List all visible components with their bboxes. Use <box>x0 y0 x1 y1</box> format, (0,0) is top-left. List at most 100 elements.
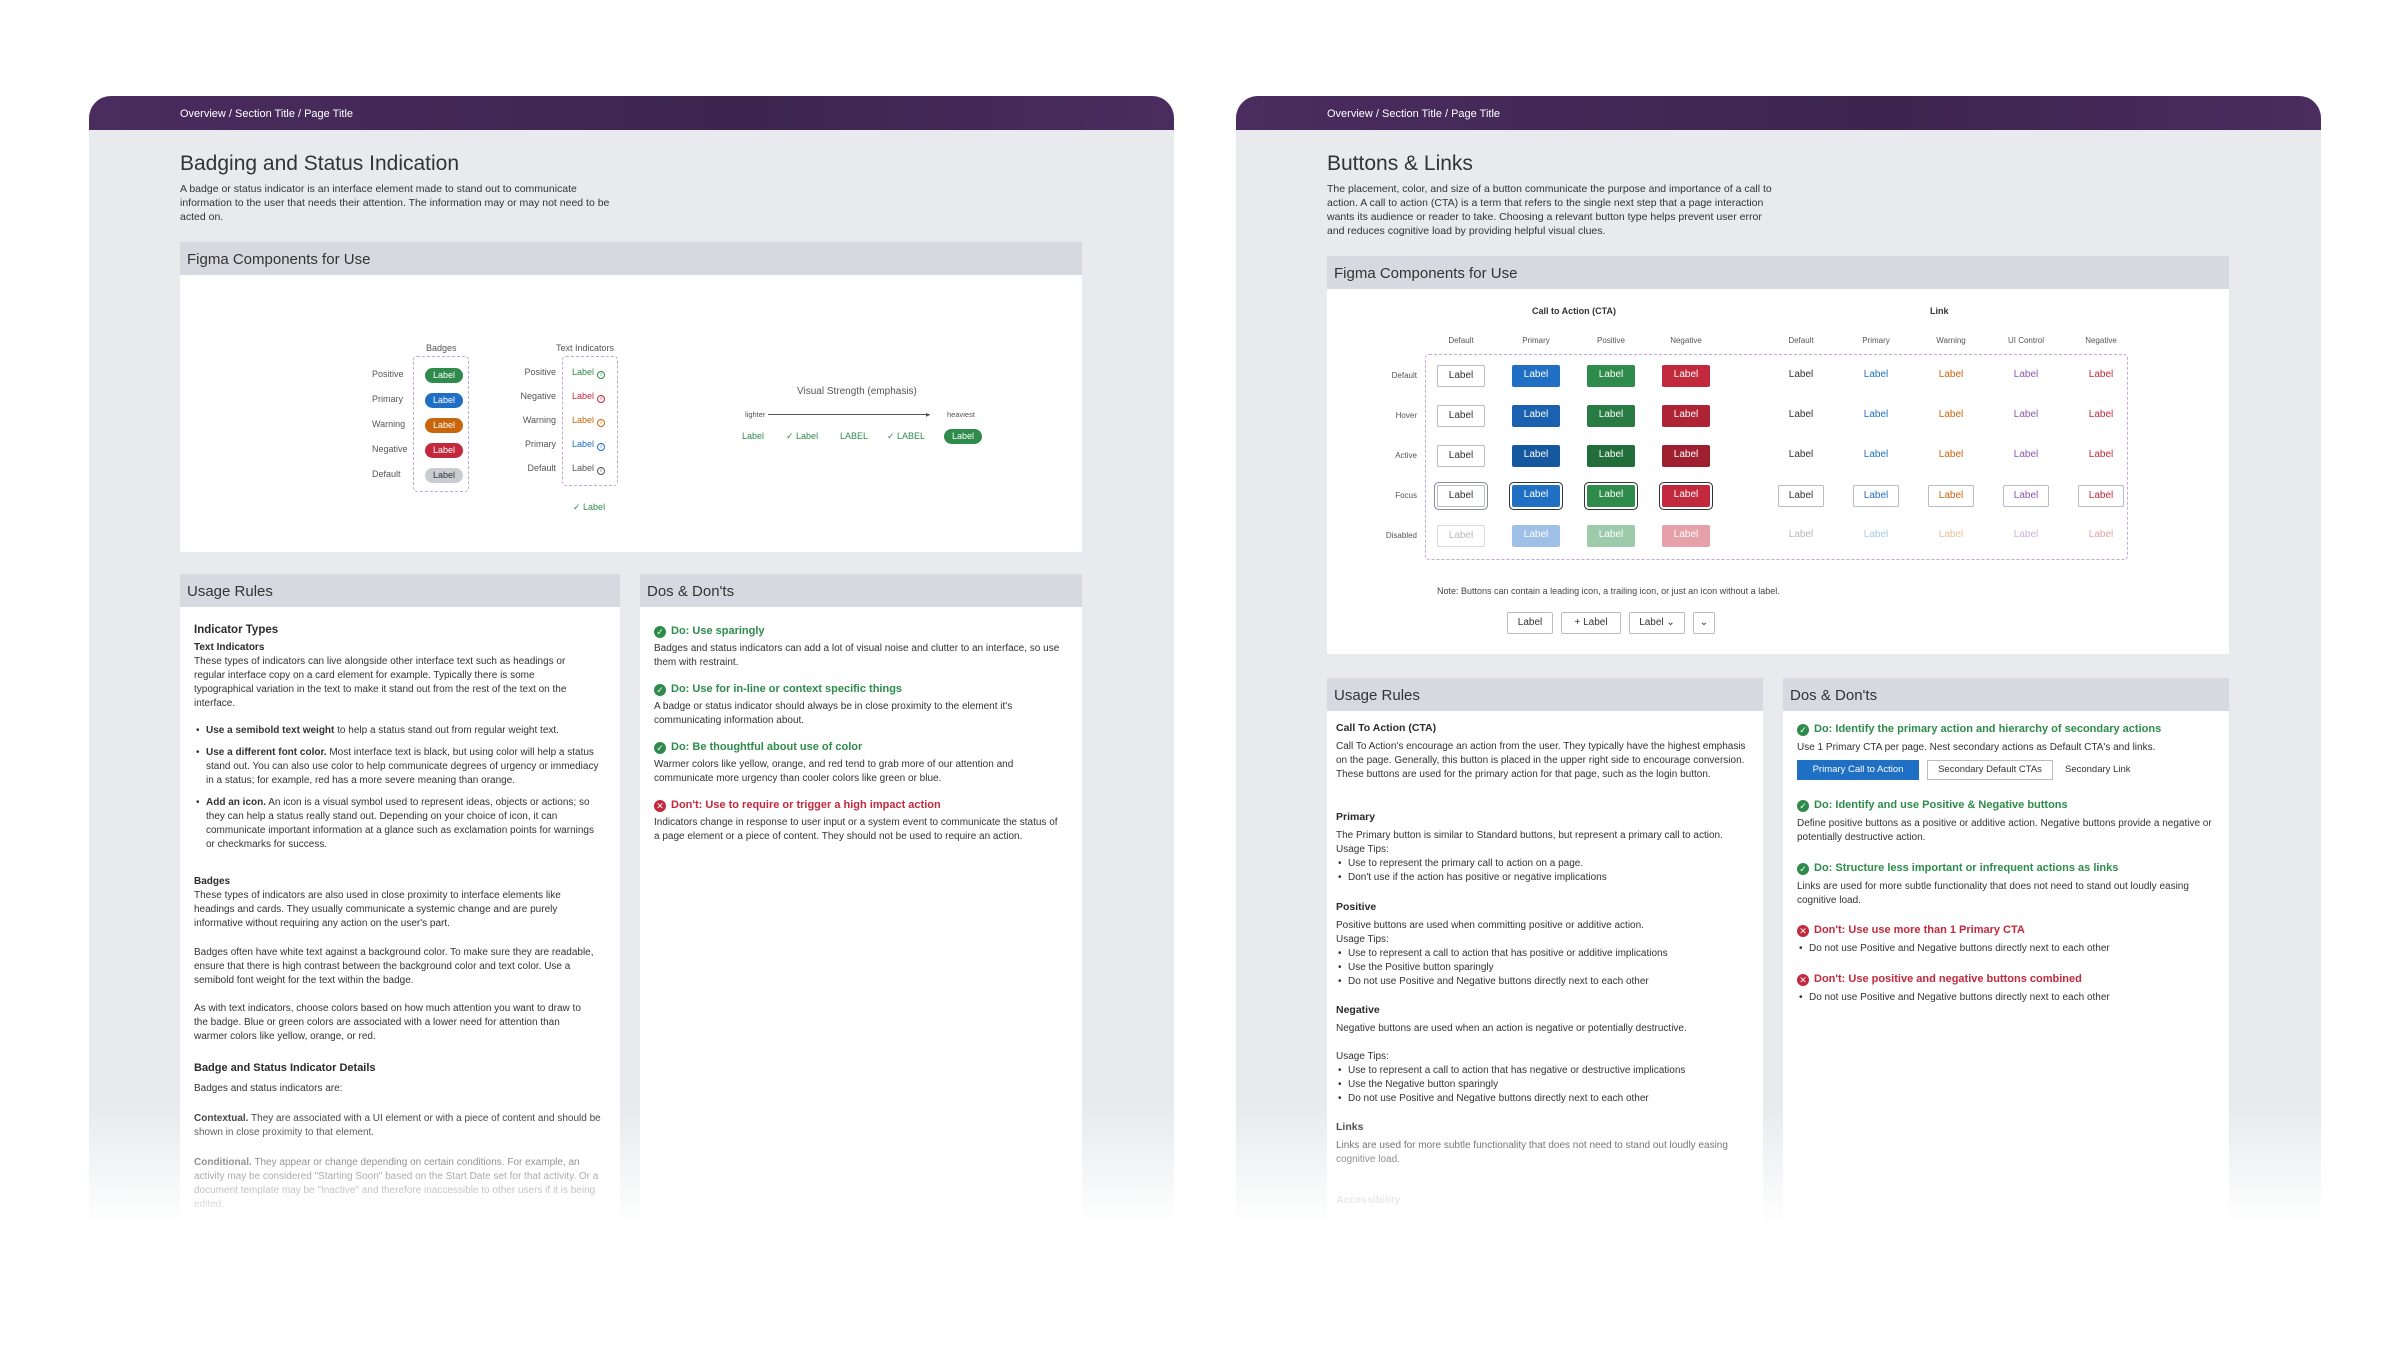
cta-positive-hover-button[interactable]: Label <box>1587 405 1635 427</box>
indicator-bullets: Use a semibold text weight to help a sta… <box>194 724 604 860</box>
cta-negative-disabled-button[interactable]: Label <box>1662 525 1710 547</box>
cta-positive-default-button[interactable]: Label <box>1587 365 1635 387</box>
page-title: Buttons & Links <box>1327 152 1473 175</box>
cta-default-default-button[interactable]: Label <box>1437 365 1485 387</box>
link-ui-control-disabled[interactable]: Label <box>2013 529 2039 540</box>
list-item: Don't use if the action has positive or … <box>1336 871 1756 885</box>
cta-primary-hover-button[interactable]: Label <box>1512 405 1560 427</box>
secondary-link[interactable]: Secondary Link <box>2065 764 2131 775</box>
cta-negative-default-button[interactable]: Label <box>1662 365 1710 387</box>
card-heading: Dos & Don'ts <box>1783 678 2229 711</box>
do-item-title: ✓ Do: Use sparingly <box>654 625 765 638</box>
text-indicators-dashed-frame <box>562 356 618 486</box>
buttons-note: Note: Buttons can contain a leading icon… <box>1437 586 1780 596</box>
link-primary-hover[interactable]: Label <box>1863 409 1889 420</box>
text-indicator-row-name: Negative <box>520 391 556 401</box>
cta-negative-focus-button[interactable]: Label <box>1662 485 1710 507</box>
link-warning-focus[interactable]: Label <box>1928 485 1974 507</box>
check-icon: ✓ <box>654 626 666 638</box>
info-icon: i <box>597 395 606 403</box>
badge-default: Label <box>425 468 464 483</box>
primary-cta-button[interactable]: Primary Call to Action <box>1797 760 1919 780</box>
cta-primary-focus-button[interactable]: Label <box>1512 485 1560 507</box>
details-heading: Badge and Status Indicator Details <box>194 1062 376 1074</box>
state-row-hover: Hover <box>1395 411 1417 420</box>
cta-primary-disabled-button[interactable]: Label <box>1512 525 1560 547</box>
link-ui-control-active[interactable]: Label <box>2013 449 2039 460</box>
visual-strength-title: Visual Strength (emphasis) <box>797 386 917 397</box>
text-indicator-negative: Label i <box>572 391 606 403</box>
badge-primary: Label <box>425 393 464 408</box>
state-row-default: Default <box>1391 371 1417 380</box>
link-default-default[interactable]: Label <box>1788 369 1814 380</box>
link-warning-default[interactable]: Label <box>1938 369 1964 380</box>
card-heading: Figma Components for Use <box>1327 256 2229 289</box>
link-default-active[interactable]: Label <box>1788 449 1814 460</box>
variant-icon-only-button[interactable]: ⌄ <box>1693 612 1715 634</box>
positive-tips: Use to represent a call to action that h… <box>1336 947 1756 989</box>
list-item: Do not use Positive and Negative buttons… <box>1336 1092 1756 1106</box>
check-icon: ✓ <box>1797 863 1809 875</box>
link-warning-active[interactable]: Label <box>1938 449 1964 460</box>
dos-donts-card: Dos & Don'ts ✓ Do: Identify the primary a… <box>1783 678 2229 1226</box>
link-negative-default[interactable]: Label <box>2088 369 2114 380</box>
page-title: Badging and Status Indication <box>180 152 460 175</box>
cta-positive-active-button[interactable]: Label <box>1587 445 1635 467</box>
indicator-types-heading: Indicator Types <box>194 624 279 636</box>
cta-positive-disabled-button[interactable]: Label <box>1587 525 1635 547</box>
link-default-focus[interactable]: Label <box>1778 485 1824 507</box>
x-icon: ✕ <box>1797 974 1809 986</box>
variant-plain-button[interactable]: Label <box>1507 612 1553 634</box>
figma-components-card: Figma Components for Use Badges Positive… <box>180 242 1082 552</box>
variant-trailing-icon-button[interactable]: Label ⌄ <box>1629 612 1685 634</box>
link-primary-active[interactable]: Label <box>1863 449 1889 460</box>
link-col-default: Default <box>1788 336 1814 345</box>
check-icon: ✓ <box>654 742 666 754</box>
list-item: Do not use Positive and Negative buttons… <box>1336 975 1756 989</box>
link-col-ui-control: UI Control <box>2007 336 2044 345</box>
cta-col-negative: Negative <box>1670 336 1702 345</box>
link-primary-focus[interactable]: Label <box>1853 485 1899 507</box>
link-default-disabled[interactable]: Label <box>1788 529 1814 540</box>
link-negative-hover[interactable]: Label <box>2088 409 2114 420</box>
cta-primary-default-button[interactable]: Label <box>1512 365 1560 387</box>
do-item-title: ✓ Do: Identify and use Positive & Negativ… <box>1797 799 2068 812</box>
cta-negative-hover-button[interactable]: Label <box>1662 405 1710 427</box>
dont-item-title: ✕ Don't: Use positive and negative button… <box>1797 973 2082 986</box>
breadcrumb[interactable]: Overview / Section Title / Page Title <box>1236 96 2321 130</box>
link-warning-disabled[interactable]: Label <box>1938 529 1964 540</box>
badge-row-name: Primary <box>372 394 403 404</box>
dont-item-title: ✕ Don't: Use to require or trigger a high… <box>654 799 941 812</box>
link-negative-focus[interactable]: Label <box>2078 485 2124 507</box>
link-ui-control-default[interactable]: Label <box>2013 369 2039 380</box>
link-negative-active[interactable]: Label <box>2088 449 2114 460</box>
secondary-cta-button[interactable]: Secondary Default CTAs <box>1927 760 2053 780</box>
card-heading: Usage Rules <box>1327 678 1763 711</box>
breadcrumb[interactable]: Overview / Section Title / Page Title <box>89 96 1174 130</box>
cta-default-active-button[interactable]: Label <box>1437 445 1485 467</box>
text-indicators-body: These types of indicators can live along… <box>194 656 567 709</box>
dont-item-body: Do not use Positive and Negative buttons… <box>1797 942 2217 956</box>
cta-heading: Call To Action (CTA) <box>1336 722 1437 734</box>
link-negative-disabled[interactable]: Label <box>2088 529 2114 540</box>
link-warning-hover[interactable]: Label <box>1938 409 1964 420</box>
cta-default-disabled-button[interactable]: Label <box>1437 525 1485 547</box>
list-item: Use to represent a call to action that h… <box>1336 1064 1756 1078</box>
link-ui-control-focus[interactable]: Label <box>2003 485 2049 507</box>
link-primary-disabled[interactable]: Label <box>1863 529 1889 540</box>
strength-lighter: lighter <box>745 410 766 419</box>
link-primary-default[interactable]: Label <box>1863 369 1889 380</box>
cta-default-hover-button[interactable]: Label <box>1437 405 1485 427</box>
cta-primary-active-button[interactable]: Label <box>1512 445 1560 467</box>
do-item-title: ✓ Do: Be thoughtful about use of color <box>654 741 862 754</box>
cta-default-focus-button[interactable]: Label <box>1437 485 1485 507</box>
cta-negative-active-button[interactable]: Label <box>1662 445 1710 467</box>
link-ui-control-hover[interactable]: Label <box>2013 409 2039 420</box>
cta-positive-focus-button[interactable]: Label <box>1587 485 1635 507</box>
bullet-item: Use a different font color. Most interfa… <box>194 746 604 788</box>
variant-leading-icon-button[interactable]: + Label <box>1561 612 1621 634</box>
link-default-hover[interactable]: Label <box>1788 409 1814 420</box>
text-indicators-title: Text Indicators <box>556 343 615 353</box>
conditional-text: Conditional. They appear or change depen… <box>194 1157 599 1210</box>
badges-title: Badges <box>426 343 457 353</box>
